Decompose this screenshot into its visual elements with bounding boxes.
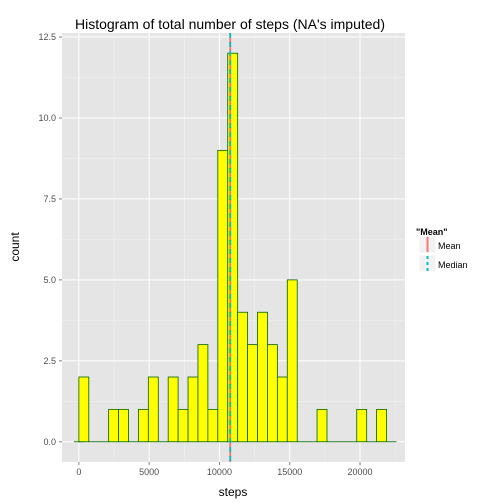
x-tick-label: 20000 [348,467,373,477]
legend-label-mean: Mean [438,241,461,251]
histogram-bar [138,409,148,441]
histogram-bar [148,377,158,442]
legend: "Mean" Mean Median [416,227,468,272]
histogram-bar [238,312,248,442]
y-tick-label: 2.5 [43,356,56,366]
legend-label-median: Median [438,260,468,270]
histogram-bar [119,409,129,441]
y-tick-label: 12.5 [38,32,56,42]
y-tick-label: 7.5 [43,194,56,204]
histogram-bar [168,377,178,442]
histogram-bar [228,53,238,442]
x-tick-label: 5000 [139,467,159,477]
x-tick-label: 0 [76,467,81,477]
histogram-bar [317,409,327,441]
histogram-bar [267,345,277,442]
histogram-bar [377,409,387,441]
histogram-bar [357,409,367,441]
histogram-bar [178,409,188,441]
histogram-bar [109,409,119,441]
histogram-bar [208,409,218,441]
histogram-bar [188,377,198,442]
histogram-bar [248,345,258,442]
histogram-bar [79,377,89,442]
legend-keys [419,236,436,272]
histogram-bar [198,345,208,442]
histogram-bar [277,377,287,442]
chart-title: Histogram of total number of steps (NA's… [75,16,385,32]
histogram-bar [258,312,268,442]
y-axis-title: count [8,232,22,262]
x-tick-label: 10000 [207,467,232,477]
y-tick-label: 5.0 [43,275,56,285]
histogram-bar [218,150,228,441]
x-tick-label: 15000 [277,467,302,477]
x-axis-title: steps [219,485,248,499]
y-tick-label: 0.0 [43,437,56,447]
histogram-bar [287,280,297,442]
y-tick-label: 10.0 [38,113,56,123]
